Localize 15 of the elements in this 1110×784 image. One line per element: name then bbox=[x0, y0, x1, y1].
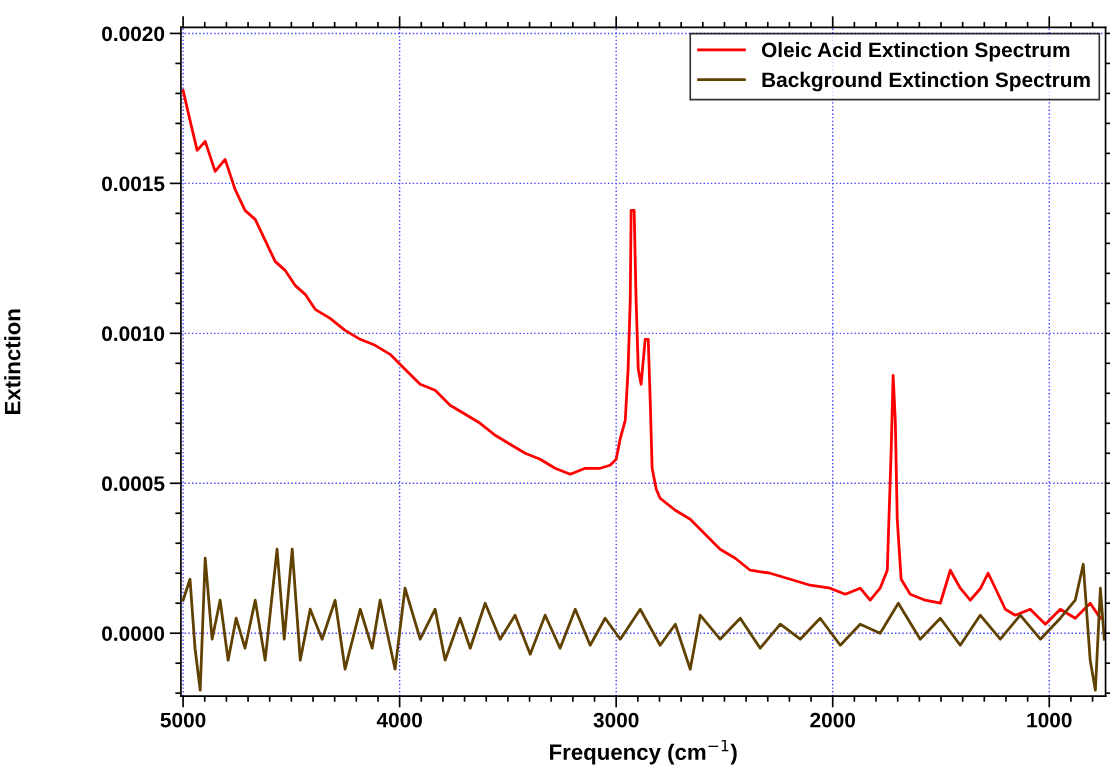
y-tick-label: 0.0005 bbox=[102, 476, 165, 492]
x-axis-title: Frequency (cm$^{−1}$) bbox=[550, 739, 737, 765]
x-tick-label: 5000 bbox=[160, 712, 206, 728]
x-tick-label: 4000 bbox=[376, 712, 422, 728]
x-tick-label: 1000 bbox=[1027, 712, 1072, 728]
x-tick-label: 3000 bbox=[593, 712, 639, 728]
legend-label: Background Extinction Spectrum bbox=[762, 71, 1090, 92]
legend-label: Oleic Acid Extinction Spectrum bbox=[761, 42, 1070, 62]
x-tick-label: 2000 bbox=[810, 712, 856, 728]
y-tick-label: 0.0010 bbox=[102, 326, 165, 342]
y-tick-label: 0.0020 bbox=[102, 26, 165, 42]
y-axis-title: Extinction bbox=[4, 309, 21, 415]
line-series bbox=[181, 547, 1106, 692]
y-tick-label: 0.0015 bbox=[102, 176, 165, 192]
y-tick-label: 0.0000 bbox=[102, 626, 165, 641]
